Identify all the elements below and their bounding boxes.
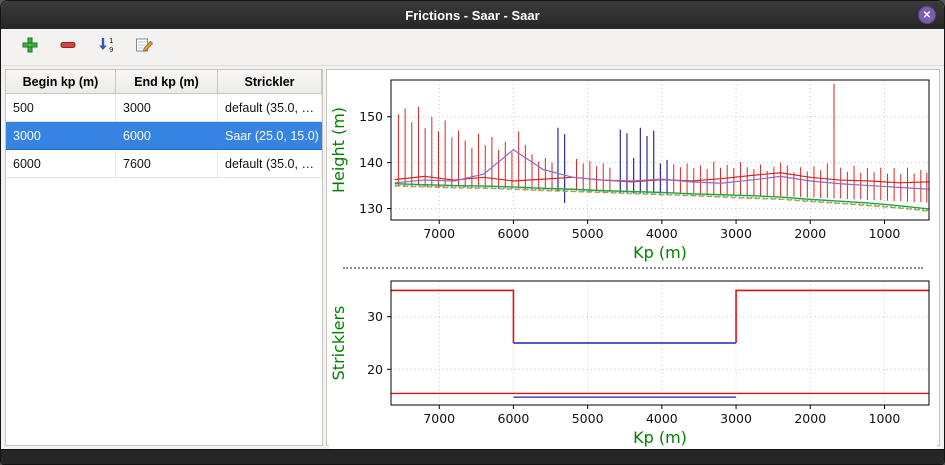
cell-strickler[interactable]: default (35.0, … — [218, 150, 322, 177]
svg-text:Kp (m): Kp (m) — [633, 243, 687, 262]
main-content: Begin kp (m) End kp (m) Strickler 500 30… — [1, 66, 944, 449]
svg-text:1000: 1000 — [869, 411, 901, 426]
table-row[interactable]: 500 3000 default (35.0, … — [6, 94, 322, 122]
svg-text:2000: 2000 — [794, 411, 826, 426]
svg-text:9: 9 — [109, 46, 113, 54]
edit-cell-icon — [135, 36, 154, 59]
table-header-row: Begin kp (m) End kp (m) Strickler — [6, 70, 322, 94]
svg-text:4000: 4000 — [646, 226, 678, 241]
cell-end-kp[interactable]: 3000 — [116, 94, 218, 121]
table-row[interactable]: 6000 7600 default (35.0, … — [6, 150, 322, 178]
header-strickler[interactable]: Strickler — [218, 70, 322, 93]
stricklers-chart: 7000 6000 5000 4000 3000 2000 1000 20 30 Kp (m) St… — [329, 271, 937, 449]
cell-strickler[interactable]: Saar (25.0, 15.0) — [218, 122, 322, 149]
plus-icon — [21, 36, 39, 59]
charts-panel: 7000 6000 5000 4000 3000 2000 1000 130 140 150 Kp … — [326, 69, 940, 449]
cell-end-kp[interactable]: 6000 — [116, 122, 218, 149]
svg-text:Stricklers: Stricklers — [329, 306, 348, 381]
title-bar[interactable]: Frictions - Saar - Saar ✕ — [1, 1, 944, 29]
svg-text:Kp (m): Kp (m) — [633, 428, 687, 447]
svg-text:140: 140 — [359, 155, 383, 170]
svg-text:3000: 3000 — [720, 226, 752, 241]
sort-descending-icon: 1 9 — [97, 36, 115, 59]
header-begin-kp[interactable]: Begin kp (m) — [6, 70, 116, 93]
minus-icon — [59, 36, 77, 59]
toolbar: 1 9 — [1, 29, 944, 66]
cell-begin-kp[interactable]: 3000 — [6, 122, 116, 149]
svg-text:3000: 3000 — [720, 411, 752, 426]
edit-cell-button[interactable] — [131, 34, 157, 60]
svg-text:6000: 6000 — [498, 226, 530, 241]
svg-text:6000: 6000 — [498, 411, 530, 426]
svg-text:2000: 2000 — [794, 226, 826, 241]
add-row-button[interactable] — [17, 34, 43, 60]
frictions-table: Begin kp (m) End kp (m) Strickler 500 30… — [5, 69, 323, 446]
svg-text:1: 1 — [109, 37, 113, 45]
svg-text:1000: 1000 — [869, 226, 901, 241]
svg-text:5000: 5000 — [572, 411, 604, 426]
cell-begin-kp[interactable]: 500 — [6, 94, 116, 121]
height-profile-chart: 7000 6000 5000 4000 3000 2000 1000 130 140 150 Kp … — [329, 72, 937, 264]
svg-text:5000: 5000 — [572, 226, 604, 241]
svg-text:4000: 4000 — [646, 411, 678, 426]
chart-splitter-handle[interactable] — [343, 267, 923, 269]
status-bar — [1, 449, 944, 464]
remove-row-button[interactable] — [55, 34, 81, 60]
table-row-selected[interactable]: 3000 6000 Saar (25.0, 15.0) — [6, 122, 322, 150]
cell-end-kp[interactable]: 7600 — [116, 150, 218, 177]
cell-strickler[interactable]: default (35.0, … — [218, 94, 322, 121]
svg-text:150: 150 — [359, 109, 383, 124]
svg-text:20: 20 — [367, 362, 383, 377]
cell-begin-kp[interactable]: 6000 — [6, 150, 116, 177]
sort-rows-button[interactable]: 1 9 — [93, 34, 119, 60]
svg-text:30: 30 — [367, 309, 383, 324]
svg-text:130: 130 — [359, 201, 383, 216]
svg-text:Height (m): Height (m) — [329, 107, 348, 193]
svg-text:7000: 7000 — [423, 411, 455, 426]
header-end-kp[interactable]: End kp (m) — [116, 70, 218, 93]
svg-text:7000: 7000 — [423, 226, 455, 241]
close-button[interactable]: ✕ — [918, 6, 936, 24]
window-title: Frictions - Saar - Saar — [405, 7, 540, 23]
